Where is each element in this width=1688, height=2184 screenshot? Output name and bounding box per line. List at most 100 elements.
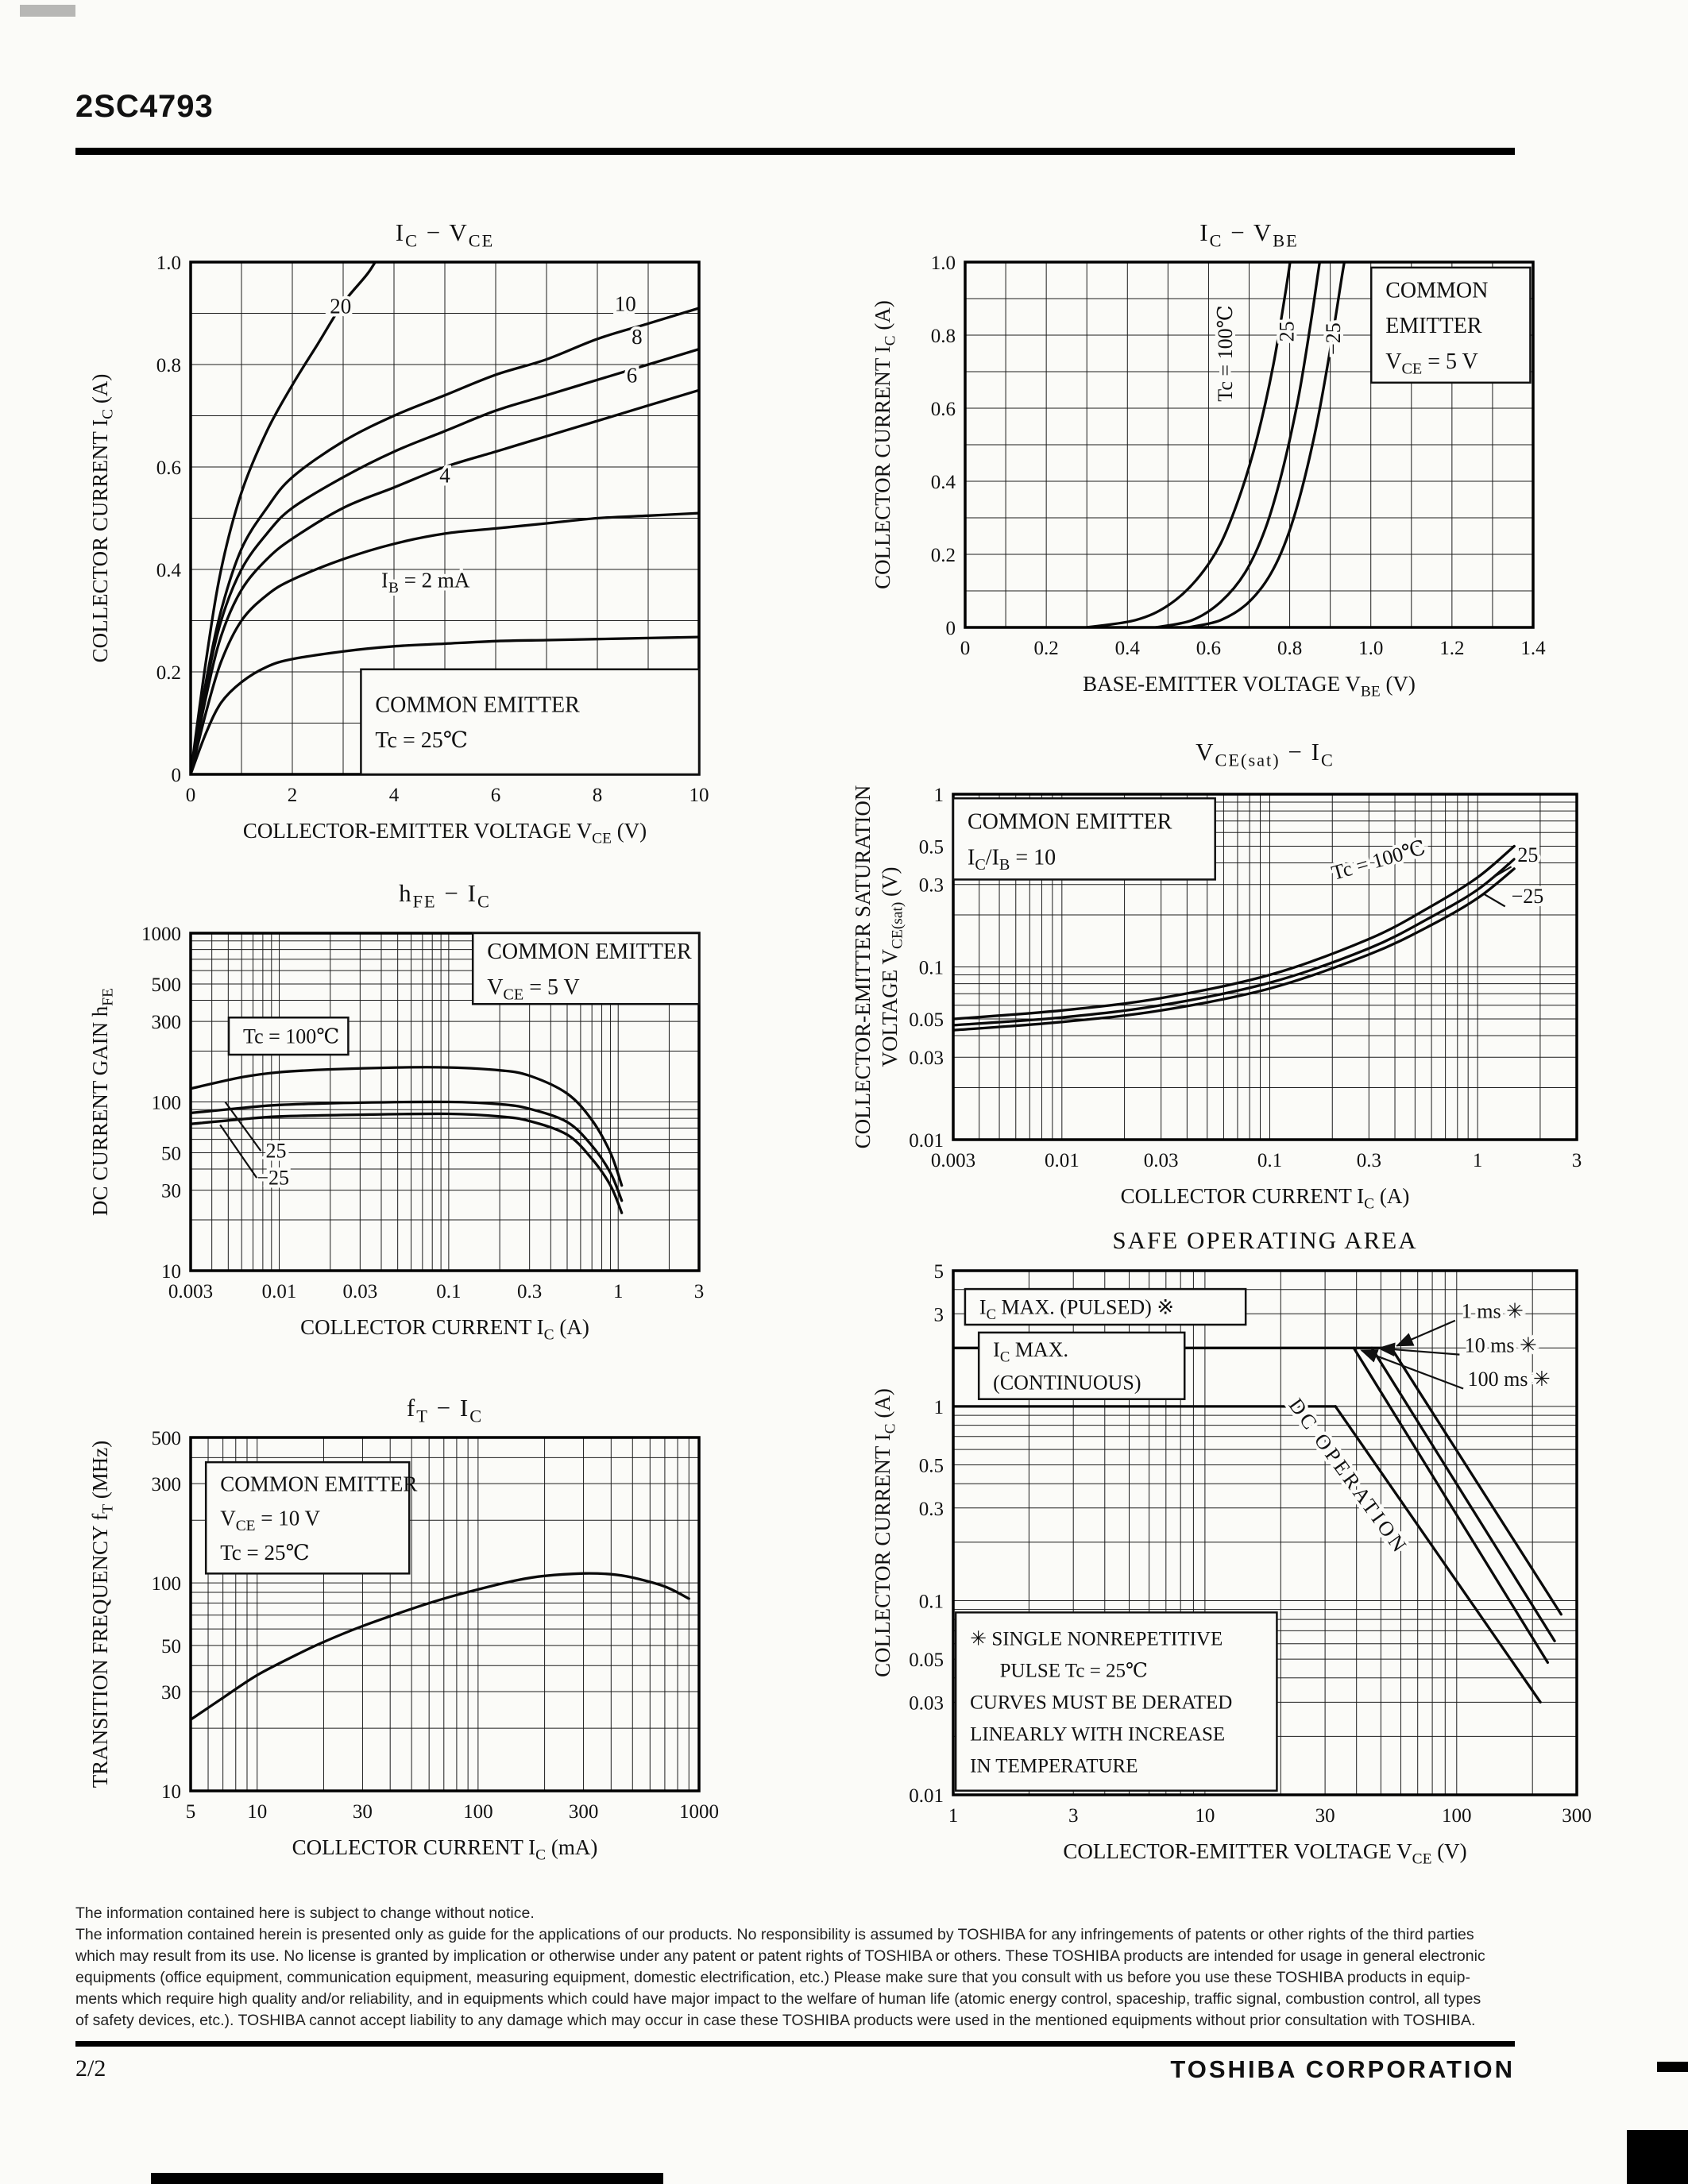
disclaimer-line-3: which may result from its use. No licens… [75,1947,1485,1965]
svg-text:0.2: 0.2 [156,662,181,684]
svg-text:0.1: 0.1 [436,1281,461,1302]
svg-text:30: 30 [353,1801,373,1823]
svg-text:COMMON EMITTER: COMMON EMITTER [968,810,1172,835]
vcesat-ic-svg: 0.003 0.01 0.03 0.1 0.3 1 30.010.030.050.10.30… [851,738,1582,1213]
svg-text:DC OPERATION: DC OPERATION [1284,1394,1413,1558]
svg-text:30: 30 [161,1682,181,1704]
chart-hfe-ic: 0.003 0.01 0.03 0.1 0.3 1 3 10 30 50 100 300 500 1000… [71,862,731,1378]
svg-text:Tc = 25℃: Tc = 25℃ [220,1541,310,1565]
svg-text:0.6: 0.6 [1196,638,1221,659]
svg-text:TRANSITION FREQUENCY fT (MHz): TRANSITION FREQUENCY fT (MHz) [88,1441,117,1788]
chart-ic-vbe: 0 0.2 0.4 0.6 0.8 1.0 1.2 1.4 0 0.2 0.4 0.6 0.8 1.0 BA… [854,203,1632,727]
scan-artifact-top [20,5,75,17]
svg-text:Tc = 100℃: Tc = 100℃ [1329,836,1428,885]
svg-text:0.4: 0.4 [931,472,956,493]
svg-text:IC MAX. (PULSED) ※: IC MAX. (PULSED) ※ [979,1296,1174,1323]
svg-text:COMMON EMITTER: COMMON EMITTER [487,940,692,964]
svg-text:−25: −25 [1512,885,1544,908]
svg-text:6: 6 [627,364,638,388]
svg-text:0.3: 0.3 [517,1281,542,1302]
svg-text:0.05: 0.05 [909,1650,944,1671]
svg-text:IB = 2 mA: IB = 2 mA [381,569,470,597]
svg-text:0.03: 0.03 [342,1281,377,1302]
svg-text:0.8: 0.8 [931,326,956,347]
svg-text:0.4: 0.4 [156,560,182,581]
svg-text:0: 0 [946,618,956,639]
disclaimer-line-4: equipments (office equipment, communicat… [75,1969,1470,1986]
svg-text:EMITTER: EMITTER [1385,314,1482,338]
svg-text:10: 10 [161,1781,181,1803]
disclaimer-line-5: ments which require high quality and/or … [75,1990,1481,2008]
svg-text:8: 8 [632,325,643,349]
svg-text:10: 10 [689,785,709,806]
svg-text:25: 25 [266,1140,287,1163]
svg-text:(CONTINUOUS): (CONTINUOUS) [993,1372,1141,1395]
disclaimer-line-2: The information contained herein is pres… [75,1926,1474,1943]
svg-text:0.01: 0.01 [909,1130,944,1152]
svg-text:✳ SINGLE NONREPETITIVE: ✳ SINGLE NONREPETITIVE [970,1628,1223,1650]
svg-text:0.2: 0.2 [1034,638,1059,659]
svg-text:10: 10 [615,291,636,315]
svg-text:COLLECTOR CURRENT IC (mA): COLLECTOR CURRENT IC (mA) [292,1835,598,1864]
svg-text:1000: 1000 [679,1801,719,1823]
disclaimer: The information contained here is subjec… [75,1903,1517,2032]
svg-text:0.3: 0.3 [919,875,944,897]
svg-text:30: 30 [161,1181,181,1202]
svg-text:VOLTAGE VCE(sat) (V): VOLTAGE VCE(sat) (V) [878,866,906,1067]
svg-text:0.3: 0.3 [1357,1150,1381,1171]
svg-text:1.4: 1.4 [1520,638,1546,659]
print-artifact-bottom-square [1627,2130,1688,2184]
svg-text:4: 4 [389,785,400,806]
svg-text:10: 10 [247,1801,267,1823]
footer-rule [75,2041,1515,2047]
svg-text:10: 10 [161,1261,181,1283]
svg-text:0.8: 0.8 [1277,638,1302,659]
svg-text:0.03: 0.03 [909,1692,944,1714]
chart-ic-vce: 0 2 4 6 8 10 0 0.2 0.4 0.6 0.8 1.0 COLLECTOR-EMITTER… [71,203,731,862]
chart-safe-operating-area: 1 3 10 30 100 300 0.01 0.03 0.05 0.1 0.3 0.5 1 3 5 COLL… [854,1207,1632,1898]
svg-text:BASE-EMITTER VOLTAGE VBE (V): BASE-EMITTER VOLTAGE VBE (V) [1083,672,1416,700]
svg-text:1: 1 [934,785,944,806]
svg-text:VCE = 5 V: VCE = 5 V [487,975,580,1004]
svg-text:0.6: 0.6 [931,399,956,420]
svg-text:VCE(sat) − IC: VCE(sat) − IC [1196,738,1335,770]
svg-text:COLLECTOR CURRENT IC (A): COLLECTOR CURRENT IC (A) [300,1315,589,1344]
svg-text:COLLECTOR-EMITTER SATURATION: COLLECTOR-EMITTER SATURATION [854,785,875,1149]
svg-text:0.2: 0.2 [931,545,956,566]
svg-text:1000: 1000 [141,924,181,945]
svg-text:25: 25 [1275,321,1298,341]
svg-text:3: 3 [934,1304,944,1325]
svg-text:1: 1 [934,1397,944,1418]
svg-text:COLLECTOR-EMITTER VOLTAGE VCE: COLLECTOR-EMITTER VOLTAGE VCE (V) [1063,1839,1466,1868]
svg-text:0: 0 [172,765,182,786]
svg-text:25: 25 [1517,843,1538,866]
svg-text:2: 2 [288,785,298,806]
header-rule [75,148,1515,155]
svg-text:VCE = 5 V: VCE = 5 V [1385,349,1478,378]
svg-text:COLLECTOR CURRENT IC (A): COLLECTOR CURRENT IC (A) [871,300,899,589]
print-artifact-right-chip [1657,2062,1688,2072]
svg-text:5: 5 [186,1801,196,1823]
svg-text:100 ms ✳: 100 ms ✳ [1468,1368,1551,1391]
svg-text:COMMON: COMMON [1385,278,1488,303]
svg-text:100: 100 [152,1573,182,1595]
svg-text:0: 0 [960,638,971,659]
svg-text:Tc = 25℃: Tc = 25℃ [375,728,468,753]
ft-ic-svg: 5 10 30 100 300 1000103050100300500COLLECTOR … [88,1394,719,1864]
svg-text:100: 100 [463,1801,493,1823]
disclaimer-line-6: of safety devices, etc.). TOSHIBA cannot… [75,2012,1476,2029]
svg-text:−25: −25 [257,1167,289,1190]
svg-text:300: 300 [569,1801,599,1823]
svg-text:300: 300 [152,1474,182,1495]
disclaimer-line-1: The information contained here is subjec… [75,1904,535,1922]
svg-text:0: 0 [186,785,196,806]
svg-text:DC CURRENT GAIN hFE: DC CURRENT GAIN hFE [88,988,117,1216]
svg-text:1: 1 [613,1281,624,1302]
svg-text:fT − IC: fT − IC [407,1394,483,1426]
svg-text:50: 50 [161,1143,181,1164]
svg-text:20: 20 [330,295,351,318]
svg-text:10 ms ✳: 10 ms ✳ [1465,1333,1537,1356]
print-artifact-bottom-bar [151,2173,663,2184]
svg-text:0.003: 0.003 [931,1150,975,1171]
svg-text:1: 1 [1473,1150,1483,1171]
